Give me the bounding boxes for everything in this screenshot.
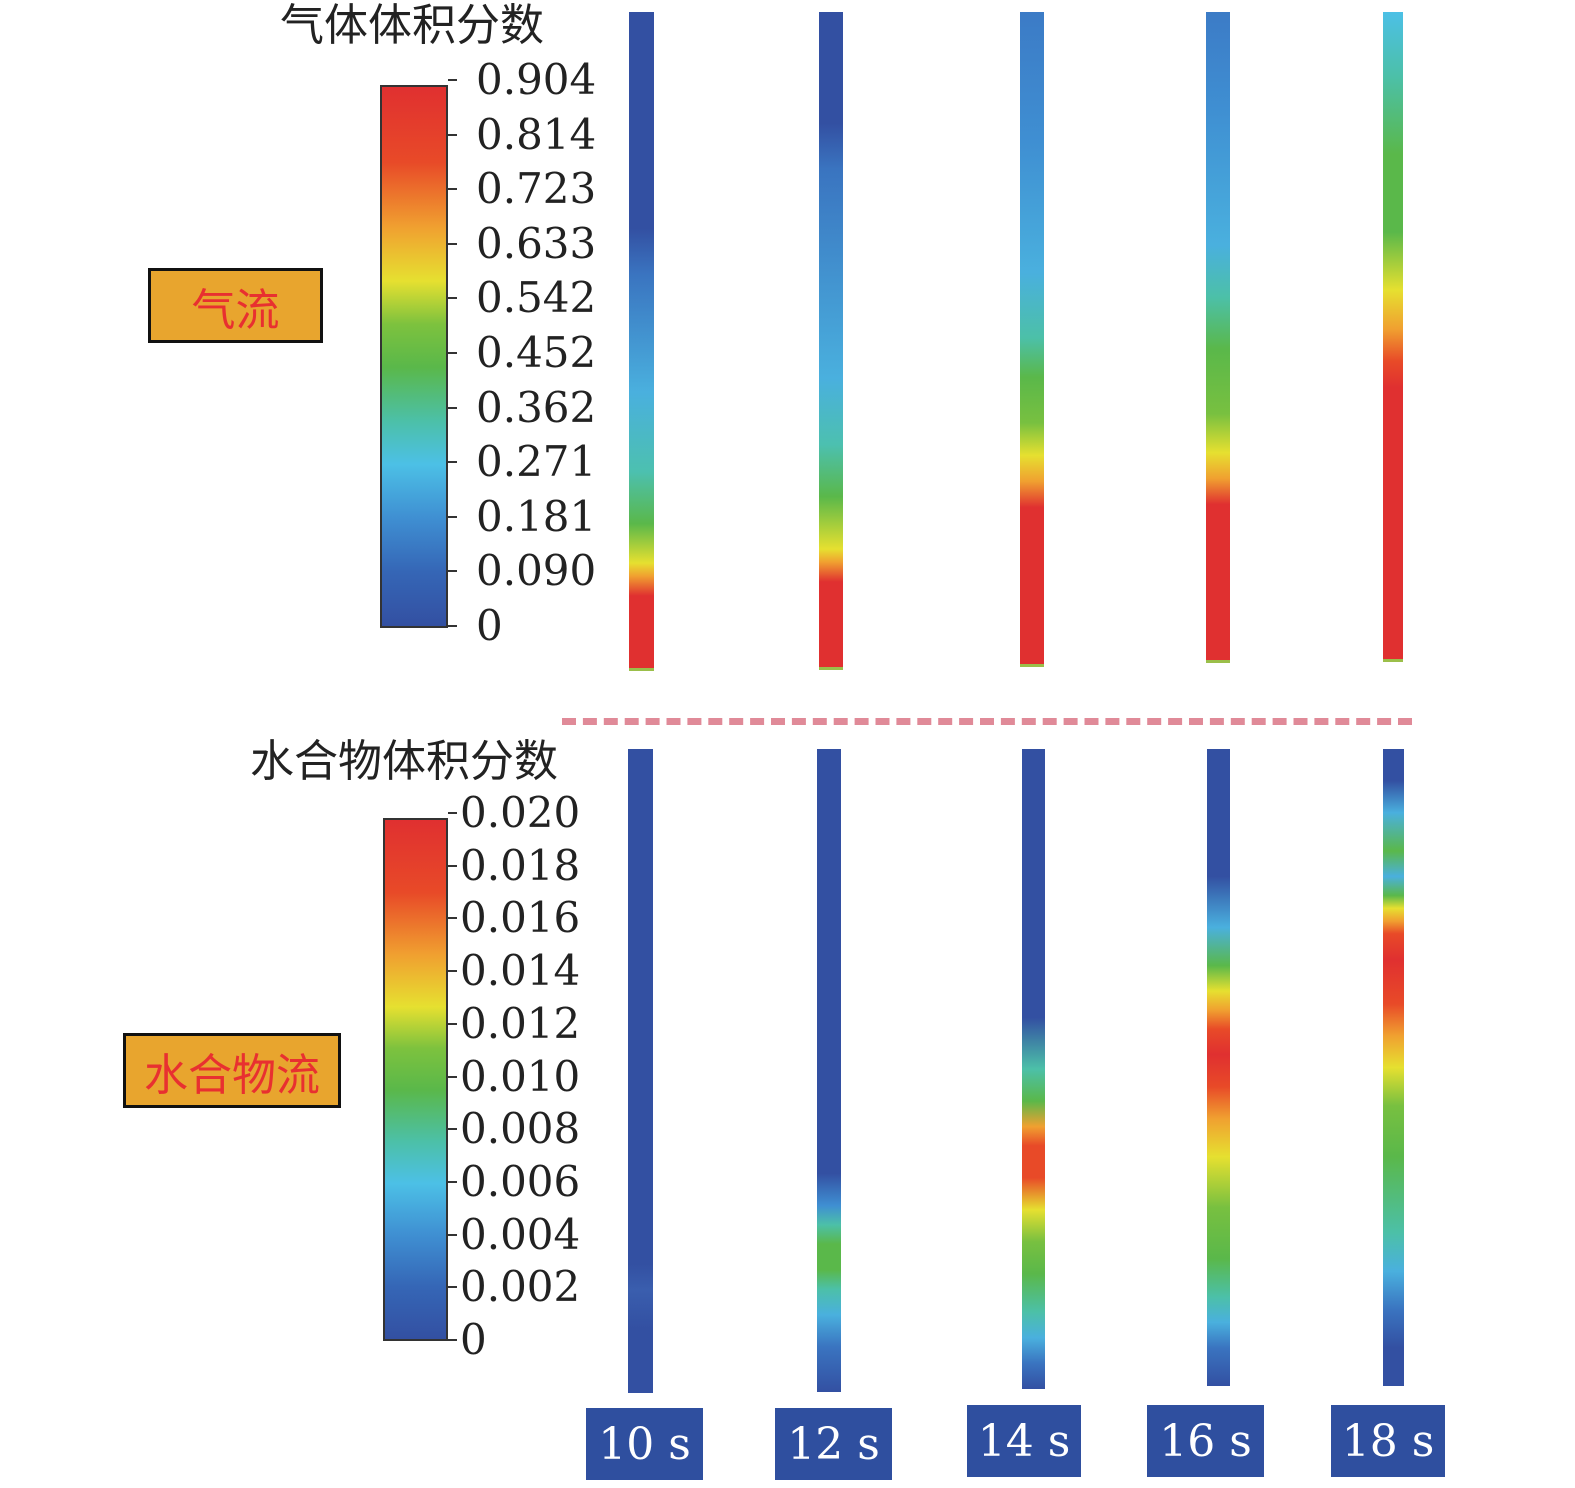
hydrate-tick-mark: [448, 864, 457, 867]
hydrate-tick-label: 0.020: [460, 788, 581, 837]
gas-tick-mark: [448, 461, 457, 464]
time-label-18s: 18 s: [1331, 1405, 1445, 1477]
gas-tick-label: 0.542: [476, 273, 597, 323]
hydrate-tick-mark: [448, 1075, 457, 1078]
gas-tick-label: 0.723: [476, 164, 597, 214]
hydrate-tick-label: 0.016: [460, 893, 581, 943]
hydrate-tick-mark: [448, 1128, 457, 1131]
time-label-16s: 16 s: [1147, 1405, 1264, 1477]
hydrate-tick-mark: [448, 1180, 457, 1183]
hydrate-tick-label: 0.012: [460, 998, 581, 1048]
hydrate-column-16s: [1207, 749, 1230, 1386]
gas-tick-mark: [448, 352, 457, 354]
gas-tick-mark: [448, 297, 457, 300]
hydrate-flow-tag: 水合物流: [123, 1033, 341, 1108]
gas-colorbar: [380, 85, 448, 628]
gas-column-16s: [1206, 12, 1230, 663]
hydrate-tick-label: 0.004: [460, 1209, 581, 1259]
hydrate-tick-mark: [448, 970, 457, 973]
gas-column-12s: [819, 12, 843, 670]
time-label-14s: 14 s: [967, 1405, 1081, 1477]
hydrate-column-12s: [817, 749, 841, 1392]
gas-tick-mark: [448, 625, 457, 627]
hydrate-column-14s: [1022, 749, 1045, 1389]
gas-tick-label: 0.633: [476, 218, 597, 268]
gas-legend-title: 气体体积分数: [280, 0, 544, 51]
gas-tick-label: 0.090: [476, 546, 597, 596]
hydrate-tick-label: 0.014: [460, 946, 581, 996]
gas-tick-mark: [448, 188, 457, 191]
panel-divider: [562, 718, 1412, 725]
hydrate-tick-label: 0.008: [460, 1104, 581, 1154]
gas-tick-mark: [448, 79, 457, 81]
gas-tick-label: 0.362: [476, 382, 597, 432]
hydrate-column-10s: [628, 749, 653, 1393]
gas-tick-mark: [448, 515, 457, 518]
gas-tick-label: 0.181: [476, 491, 597, 541]
hydrate-tick-label: 0: [460, 1315, 487, 1364]
gas-flow-tag: 气流: [148, 268, 323, 343]
gas-tick-mark: [448, 570, 457, 573]
gas-tick-mark: [448, 242, 457, 245]
gas-tick-label: 0.271: [476, 437, 597, 487]
hydrate-tick-label: 0.006: [460, 1156, 581, 1206]
gas-column-18s: [1383, 12, 1403, 662]
hydrate-tick-label: 0.002: [460, 1262, 581, 1312]
hydrate-tick-mark: [448, 1339, 457, 1341]
hydrate-tick-mark: [448, 1022, 457, 1025]
gas-column-10s: [629, 12, 654, 671]
gas-tick-label: 0: [476, 601, 503, 650]
hydrate-tick-mark: [448, 917, 457, 920]
hydrate-tick-mark: [448, 812, 457, 814]
gas-tick-mark: [448, 406, 457, 409]
hydrate-tick-label: 0.018: [460, 840, 581, 890]
hydrate-tick-mark: [448, 1233, 457, 1236]
gas-tick-label: 0.904: [476, 55, 597, 104]
gas-column-14s: [1020, 12, 1044, 667]
hydrate-colorbar: [383, 818, 448, 1341]
time-label-12s: 12 s: [775, 1408, 892, 1480]
gas-tick-label: 0.452: [476, 328, 597, 377]
hydrate-legend-title: 水合物体积分数: [250, 736, 558, 787]
time-label-10s: 10 s: [586, 1408, 703, 1480]
gas-tick-label: 0.814: [476, 109, 597, 159]
hydrate-tick-label: 0.010: [460, 1051, 581, 1101]
hydrate-column-18s: [1383, 749, 1404, 1386]
hydrate-tick-mark: [448, 1286, 457, 1289]
gas-tick-mark: [448, 133, 457, 136]
